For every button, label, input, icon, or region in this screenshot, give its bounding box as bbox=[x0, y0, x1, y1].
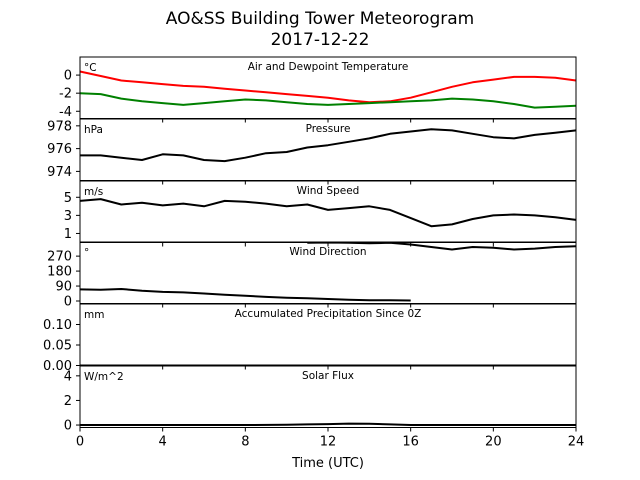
y-tick-label-solar_flux-0: 4 bbox=[64, 369, 72, 384]
y-tick-label-precipitation-0: 0.10 bbox=[43, 318, 72, 333]
panel-solar_flux: 4 2 0 W/m^2 Solar Flux bbox=[64, 365, 577, 434]
y-tick-label-solar_flux-2: 0 bbox=[64, 419, 72, 434]
y-tick-label-temperature-2: -4 bbox=[59, 105, 72, 120]
panel-title-precipitation: Accumulated Precipitation Since 0Z bbox=[235, 308, 422, 320]
series-line-wind_speed-0 bbox=[79, 198, 577, 228]
panel-pressure: 978 976 974 hPa Pressure bbox=[47, 118, 577, 185]
y-tick-label-solar_flux-1: 2 bbox=[64, 394, 72, 409]
panel-temperature: 0 -2 -4 °C Air and Dewpoint Temperature bbox=[59, 56, 577, 123]
panel-title-wind_speed: Wind Speed bbox=[297, 185, 360, 197]
panel-unit-solar_flux: W/m^2 bbox=[84, 371, 124, 383]
x-tick-label-4: 16 bbox=[402, 435, 419, 450]
panel-title-pressure: Pressure bbox=[306, 123, 351, 135]
series-line-temperature-0 bbox=[79, 70, 577, 104]
panel-unit-pressure: hPa bbox=[84, 124, 103, 136]
series-line-solar_flux-0 bbox=[80, 422, 576, 426]
y-tick-label-precipitation-1: 0.05 bbox=[43, 339, 72, 354]
y-tick-label-pressure-1: 976 bbox=[47, 142, 72, 157]
y-tick-label-temperature-0: 0 bbox=[64, 69, 72, 84]
y-tick-label-temperature-1: -2 bbox=[59, 87, 72, 102]
x-tick-label-0: 0 bbox=[76, 435, 84, 450]
y-tick-label-wind_speed-2: 1 bbox=[64, 227, 72, 242]
x-tick-label-5: 20 bbox=[485, 435, 502, 450]
panel-unit-temperature: °C bbox=[84, 62, 97, 74]
chart-title: AO&SS Building Tower Meteorogram bbox=[166, 9, 474, 29]
panel-title-solar_flux: Solar Flux bbox=[302, 370, 354, 382]
panel-unit-wind_direction: ° bbox=[84, 247, 89, 259]
y-tick-label-wind_speed-1: 3 bbox=[64, 209, 72, 224]
panel-precipitation: 0.10 0.05 0.00 mm Accumulated Precipitation … bbox=[43, 303, 577, 374]
y-tick-label-wind_direction-0: 270 bbox=[47, 250, 72, 265]
x-tick-label-1: 4 bbox=[159, 435, 167, 450]
y-tick-label-pressure-2: 974 bbox=[47, 165, 72, 180]
series-line-temperature-1 bbox=[79, 92, 577, 109]
panels-group: 0-2-4°C Air and Dewpoint Temperature97897… bbox=[43, 56, 585, 450]
x-tick-label-3: 12 bbox=[320, 435, 337, 450]
x-tick-label-2: 8 bbox=[241, 435, 249, 450]
y-tick-label-wind_direction-2: 90 bbox=[55, 280, 72, 295]
panel-unit-precipitation: mm bbox=[84, 309, 104, 321]
panel-title-wind_direction: Wind Direction bbox=[289, 246, 366, 258]
series-line-wind_direction-0 bbox=[79, 288, 411, 302]
series-line-pressure-0 bbox=[80, 128, 577, 163]
panel-wind_speed: 5 3 1 m/s Wind Speed bbox=[64, 180, 577, 247]
y-tick-label-wind_direction-1: 180 bbox=[47, 265, 72, 280]
y-tick-label-precipitation-2: 0.00 bbox=[43, 359, 72, 374]
x-axis-label: Time (UTC) bbox=[291, 456, 364, 471]
y-tick-label-pressure-0: 978 bbox=[47, 119, 72, 134]
y-tick-label-wind_direction-3: 0 bbox=[64, 295, 72, 310]
panel-title-temperature: Air and Dewpoint Temperature bbox=[248, 61, 409, 73]
chart-subtitle: 2017-12-22 bbox=[271, 30, 370, 50]
x-tick-label-6: 24 bbox=[568, 435, 585, 450]
series-line-wind_direction-1 bbox=[307, 241, 577, 251]
panel-unit-wind_speed: m/s bbox=[84, 186, 103, 198]
y-tick-label-wind_speed-0: 5 bbox=[64, 191, 72, 206]
